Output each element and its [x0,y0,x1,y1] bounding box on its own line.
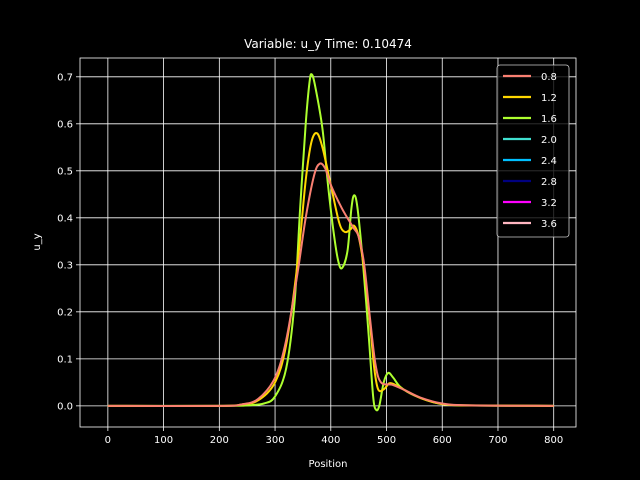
x-tick-label: 0 [105,435,111,446]
legend-label: 1.2 [541,93,557,104]
x-tick-label: 700 [488,435,507,446]
x-axis-label: Position [309,459,348,470]
x-tick-label: 100 [154,435,173,446]
plot-area-frame [79,57,577,428]
legend-box [496,64,570,238]
legend: 0.8 1.2 1.6 2.0 2.4 2.8 3.2 3.6 [496,64,570,238]
legend-label: 3.6 [541,219,557,230]
y-tick-label: 0.6 [57,119,73,130]
chart-title: Variable: u_y Time: 0.10474 [244,37,412,51]
x-tick-label: 400 [321,435,340,446]
series-layer [107,73,554,412]
y-tick-label: 0.5 [57,166,73,177]
ticks: 0 100 200 300 400 500 600 700 800 0.0 0.1 0.2 0.3 0.4… [57,72,563,446]
legend-label: 2.0 [541,135,557,146]
x-tick-label: 300 [266,435,285,446]
legend-label: 2.8 [541,177,557,188]
y-tick-label: 0.4 [57,213,73,224]
y-tick-label: 0.1 [57,354,73,365]
x-tick-label: 800 [544,435,563,446]
y-axis-label: u_y [32,233,43,250]
series-line-0.8 [107,162,554,407]
legend-label: 1.6 [541,114,557,125]
legend-label: 3.2 [541,198,557,209]
x-tick-label: 500 [377,435,396,446]
y-tick-label: 0.3 [57,260,73,271]
y-tick-label: 0.2 [57,307,73,318]
y-tick-label: 0.0 [57,401,73,412]
x-tick-label: 600 [433,435,452,446]
legend-label: 0.8 [541,72,557,83]
series-line-1.6 [107,73,554,412]
y-tick-label: 0.7 [57,72,73,83]
x-tick-label: 200 [210,435,229,446]
legend-label: 2.4 [541,156,557,167]
